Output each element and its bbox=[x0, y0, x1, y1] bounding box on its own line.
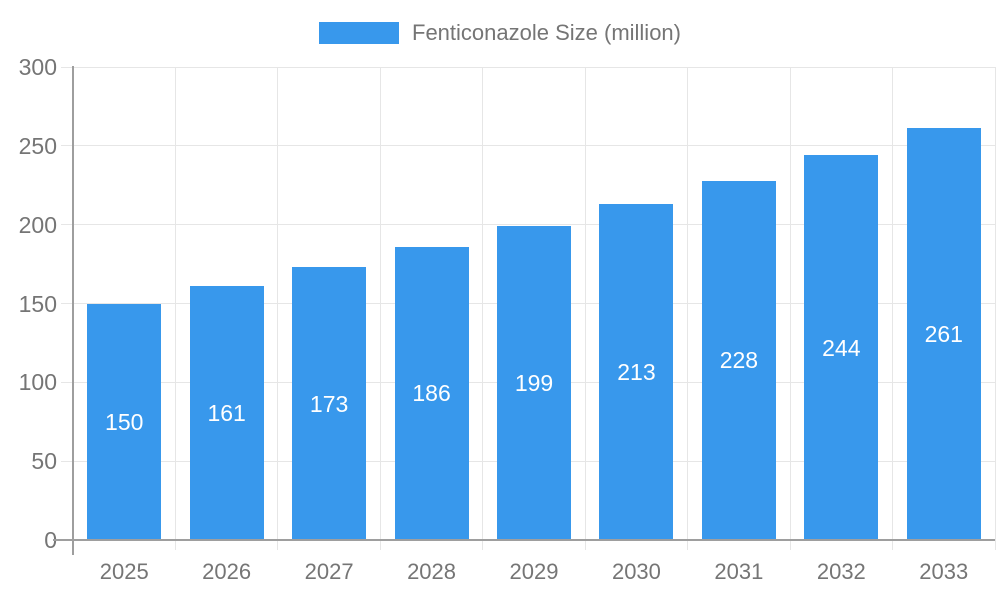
x-tick-label: 2029 bbox=[509, 559, 559, 584]
bar[interactable] bbox=[599, 204, 674, 540]
bar[interactable] bbox=[87, 303, 162, 540]
bar[interactable] bbox=[189, 286, 264, 540]
y-tick-label: 200 bbox=[18, 211, 57, 238]
x-tick-label: 2027 bbox=[304, 559, 354, 584]
bar-value-label: 244 bbox=[822, 334, 861, 361]
gridline-horizontal bbox=[61, 145, 995, 147]
bar-value-label: 199 bbox=[514, 370, 554, 397]
plot-area: 150 161 173 186 199 213 228 244 261 bbox=[61, 66, 996, 550]
x-axis-line bbox=[53, 539, 995, 541]
x-tick-label: 2025 bbox=[99, 559, 149, 584]
legend-label: Fenticonazole Size (million) bbox=[412, 20, 681, 45]
gridline-vertical bbox=[379, 67, 381, 550]
bar[interactable] bbox=[906, 128, 981, 540]
bar-value-label: 186 bbox=[412, 380, 451, 407]
bar-value-label: 228 bbox=[719, 347, 759, 374]
y-tick-label: 100 bbox=[18, 369, 57, 396]
gridline-horizontal bbox=[61, 66, 995, 68]
gridline-vertical bbox=[174, 67, 176, 550]
y-tick-label: 250 bbox=[18, 132, 57, 159]
y-tick-label: 150 bbox=[18, 290, 57, 317]
bar[interactable] bbox=[701, 180, 776, 540]
legend-swatch bbox=[319, 22, 399, 44]
y-tick-label: 300 bbox=[18, 54, 57, 80]
x-tick-label: 2028 bbox=[407, 559, 457, 584]
x-tick-label: 2031 bbox=[714, 559, 764, 584]
x-tick-label: 2033 bbox=[919, 559, 969, 584]
gridline-vertical bbox=[892, 67, 894, 550]
x-tick-label: 2032 bbox=[816, 559, 866, 584]
bar-value-label: 261 bbox=[924, 321, 963, 348]
legend[interactable]: Fenticonazole Size (million) bbox=[0, 19, 1000, 47]
bar-value-label: 213 bbox=[617, 359, 656, 386]
gridline-horizontal bbox=[61, 224, 995, 226]
x-tick-label: 2026 bbox=[202, 559, 252, 584]
gridline-vertical bbox=[687, 67, 689, 550]
bar-value-label: 150 bbox=[105, 408, 144, 435]
bar[interactable] bbox=[497, 226, 571, 540]
bar[interactable] bbox=[804, 155, 879, 540]
y-axis-line bbox=[72, 66, 74, 555]
gridline-vertical bbox=[789, 67, 791, 550]
bar-value-label: 161 bbox=[207, 400, 246, 427]
bar[interactable] bbox=[394, 246, 469, 540]
y-tick-label: 50 bbox=[31, 448, 57, 475]
gridline-vertical bbox=[482, 67, 484, 550]
bar-value-label: 173 bbox=[309, 390, 349, 417]
x-tick-label: 2030 bbox=[611, 559, 661, 584]
gridline-vertical bbox=[277, 67, 279, 550]
gridline-vertical bbox=[584, 67, 586, 550]
y-tick-label: 0 bbox=[44, 527, 57, 553]
gridline-vertical bbox=[994, 67, 996, 550]
bar[interactable] bbox=[292, 267, 367, 540]
